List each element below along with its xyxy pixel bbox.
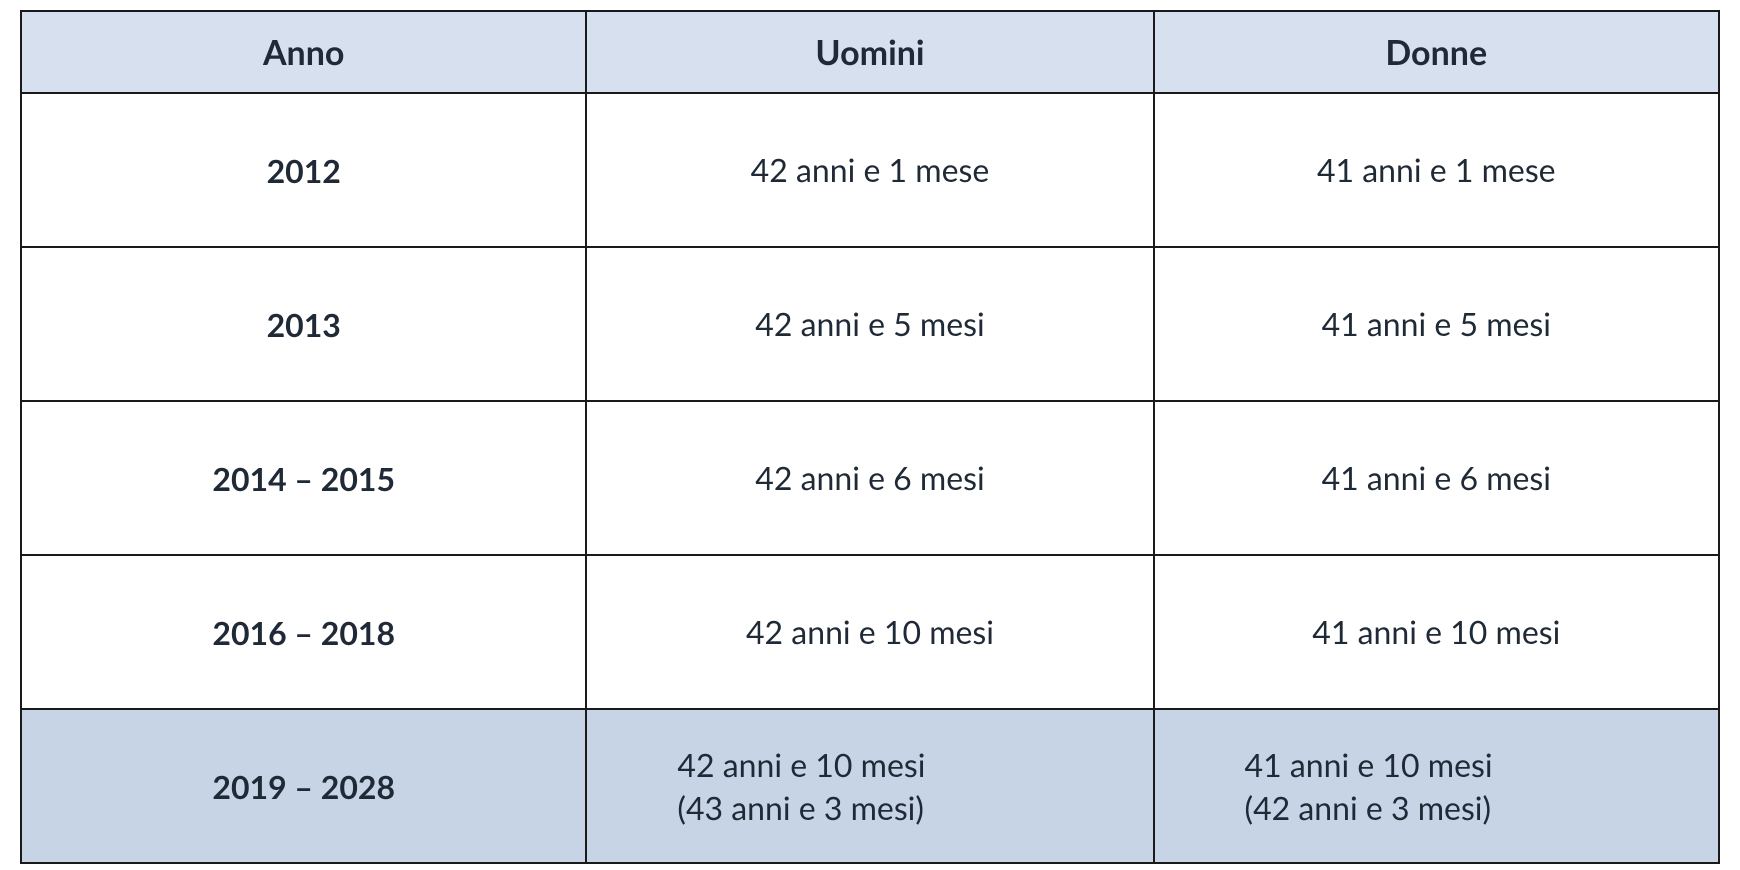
cell-anno: 2016 – 2018 — [21, 555, 586, 709]
year-label: 2014 – 2015 — [212, 459, 395, 498]
table-row: 2019 – 2028 42 anni e 10 mesi(43 anni e 3… — [21, 709, 1719, 863]
table-container: Anno Uomini Donne 2012 42 anni e 1 mese 41… — [0, 0, 1740, 870]
cell-anno: 2012 — [21, 93, 586, 247]
cell-uomini: 42 anni e 5 mesi — [586, 247, 1153, 401]
cell-donne: 41 anni e 10 mesi — [1154, 555, 1719, 709]
cell-uomini: 42 anni e 10 mesi(43 anni e 3 mesi) — [586, 709, 1153, 863]
donne-value: 41 anni e 5 mesi — [1322, 302, 1551, 345]
cell-anno: 2014 – 2015 — [21, 401, 586, 555]
donne-value-alt: (42 anni e 3 mesi) — [1245, 786, 1491, 829]
year-label: 2019 – 2028 — [212, 767, 395, 806]
col-header-anno: Anno — [21, 11, 586, 93]
uomini-value: 42 anni e 1 mese — [751, 148, 990, 191]
table-row: 2012 42 anni e 1 mese 41 anni e 1 mese — [21, 93, 1719, 247]
uomini-value: 42 anni e 5 mesi — [755, 302, 984, 345]
uomini-value: 42 anni e 6 mesi — [755, 456, 984, 499]
table-row: 2013 42 anni e 5 mesi 41 anni e 5 mesi — [21, 247, 1719, 401]
cell-anno: 2013 — [21, 247, 586, 401]
pension-table: Anno Uomini Donne 2012 42 anni e 1 mese 41… — [20, 10, 1720, 864]
cell-donne: 41 anni e 10 mesi(42 anni e 3 mesi) — [1154, 709, 1719, 863]
donne-value: 41 anni e 10 mesi — [1245, 743, 1493, 786]
year-label: 2016 – 2018 — [212, 613, 395, 652]
table-row: 2016 – 2018 42 anni e 10 mesi 41 anni e 10… — [21, 555, 1719, 709]
col-header-uomini: Uomini — [586, 11, 1153, 93]
cell-donne: 41 anni e 1 mese — [1154, 93, 1719, 247]
uomini-value-alt: (43 anni e 3 mesi) — [677, 786, 923, 829]
donne-value: 41 anni e 10 mesi — [1312, 610, 1560, 653]
year-label: 2012 — [267, 151, 341, 190]
cell-donne: 41 anni e 5 mesi — [1154, 247, 1719, 401]
cell-donne: 41 anni e 6 mesi — [1154, 401, 1719, 555]
cell-uomini: 42 anni e 10 mesi — [586, 555, 1153, 709]
uomini-value: 42 anni e 10 mesi — [677, 743, 925, 786]
table-header-row: Anno Uomini Donne — [21, 11, 1719, 93]
cell-anno: 2019 – 2028 — [21, 709, 586, 863]
col-header-donne: Donne — [1154, 11, 1719, 93]
year-label: 2013 — [267, 305, 341, 344]
uomini-value: 42 anni e 10 mesi — [746, 610, 994, 653]
cell-uomini: 42 anni e 6 mesi — [586, 401, 1153, 555]
cell-uomini: 42 anni e 1 mese — [586, 93, 1153, 247]
table-row: 2014 – 2015 42 anni e 6 mesi 41 anni e 6 m… — [21, 401, 1719, 555]
donne-value: 41 anni e 1 mese — [1317, 148, 1556, 191]
donne-value: 41 anni e 6 mesi — [1322, 456, 1551, 499]
